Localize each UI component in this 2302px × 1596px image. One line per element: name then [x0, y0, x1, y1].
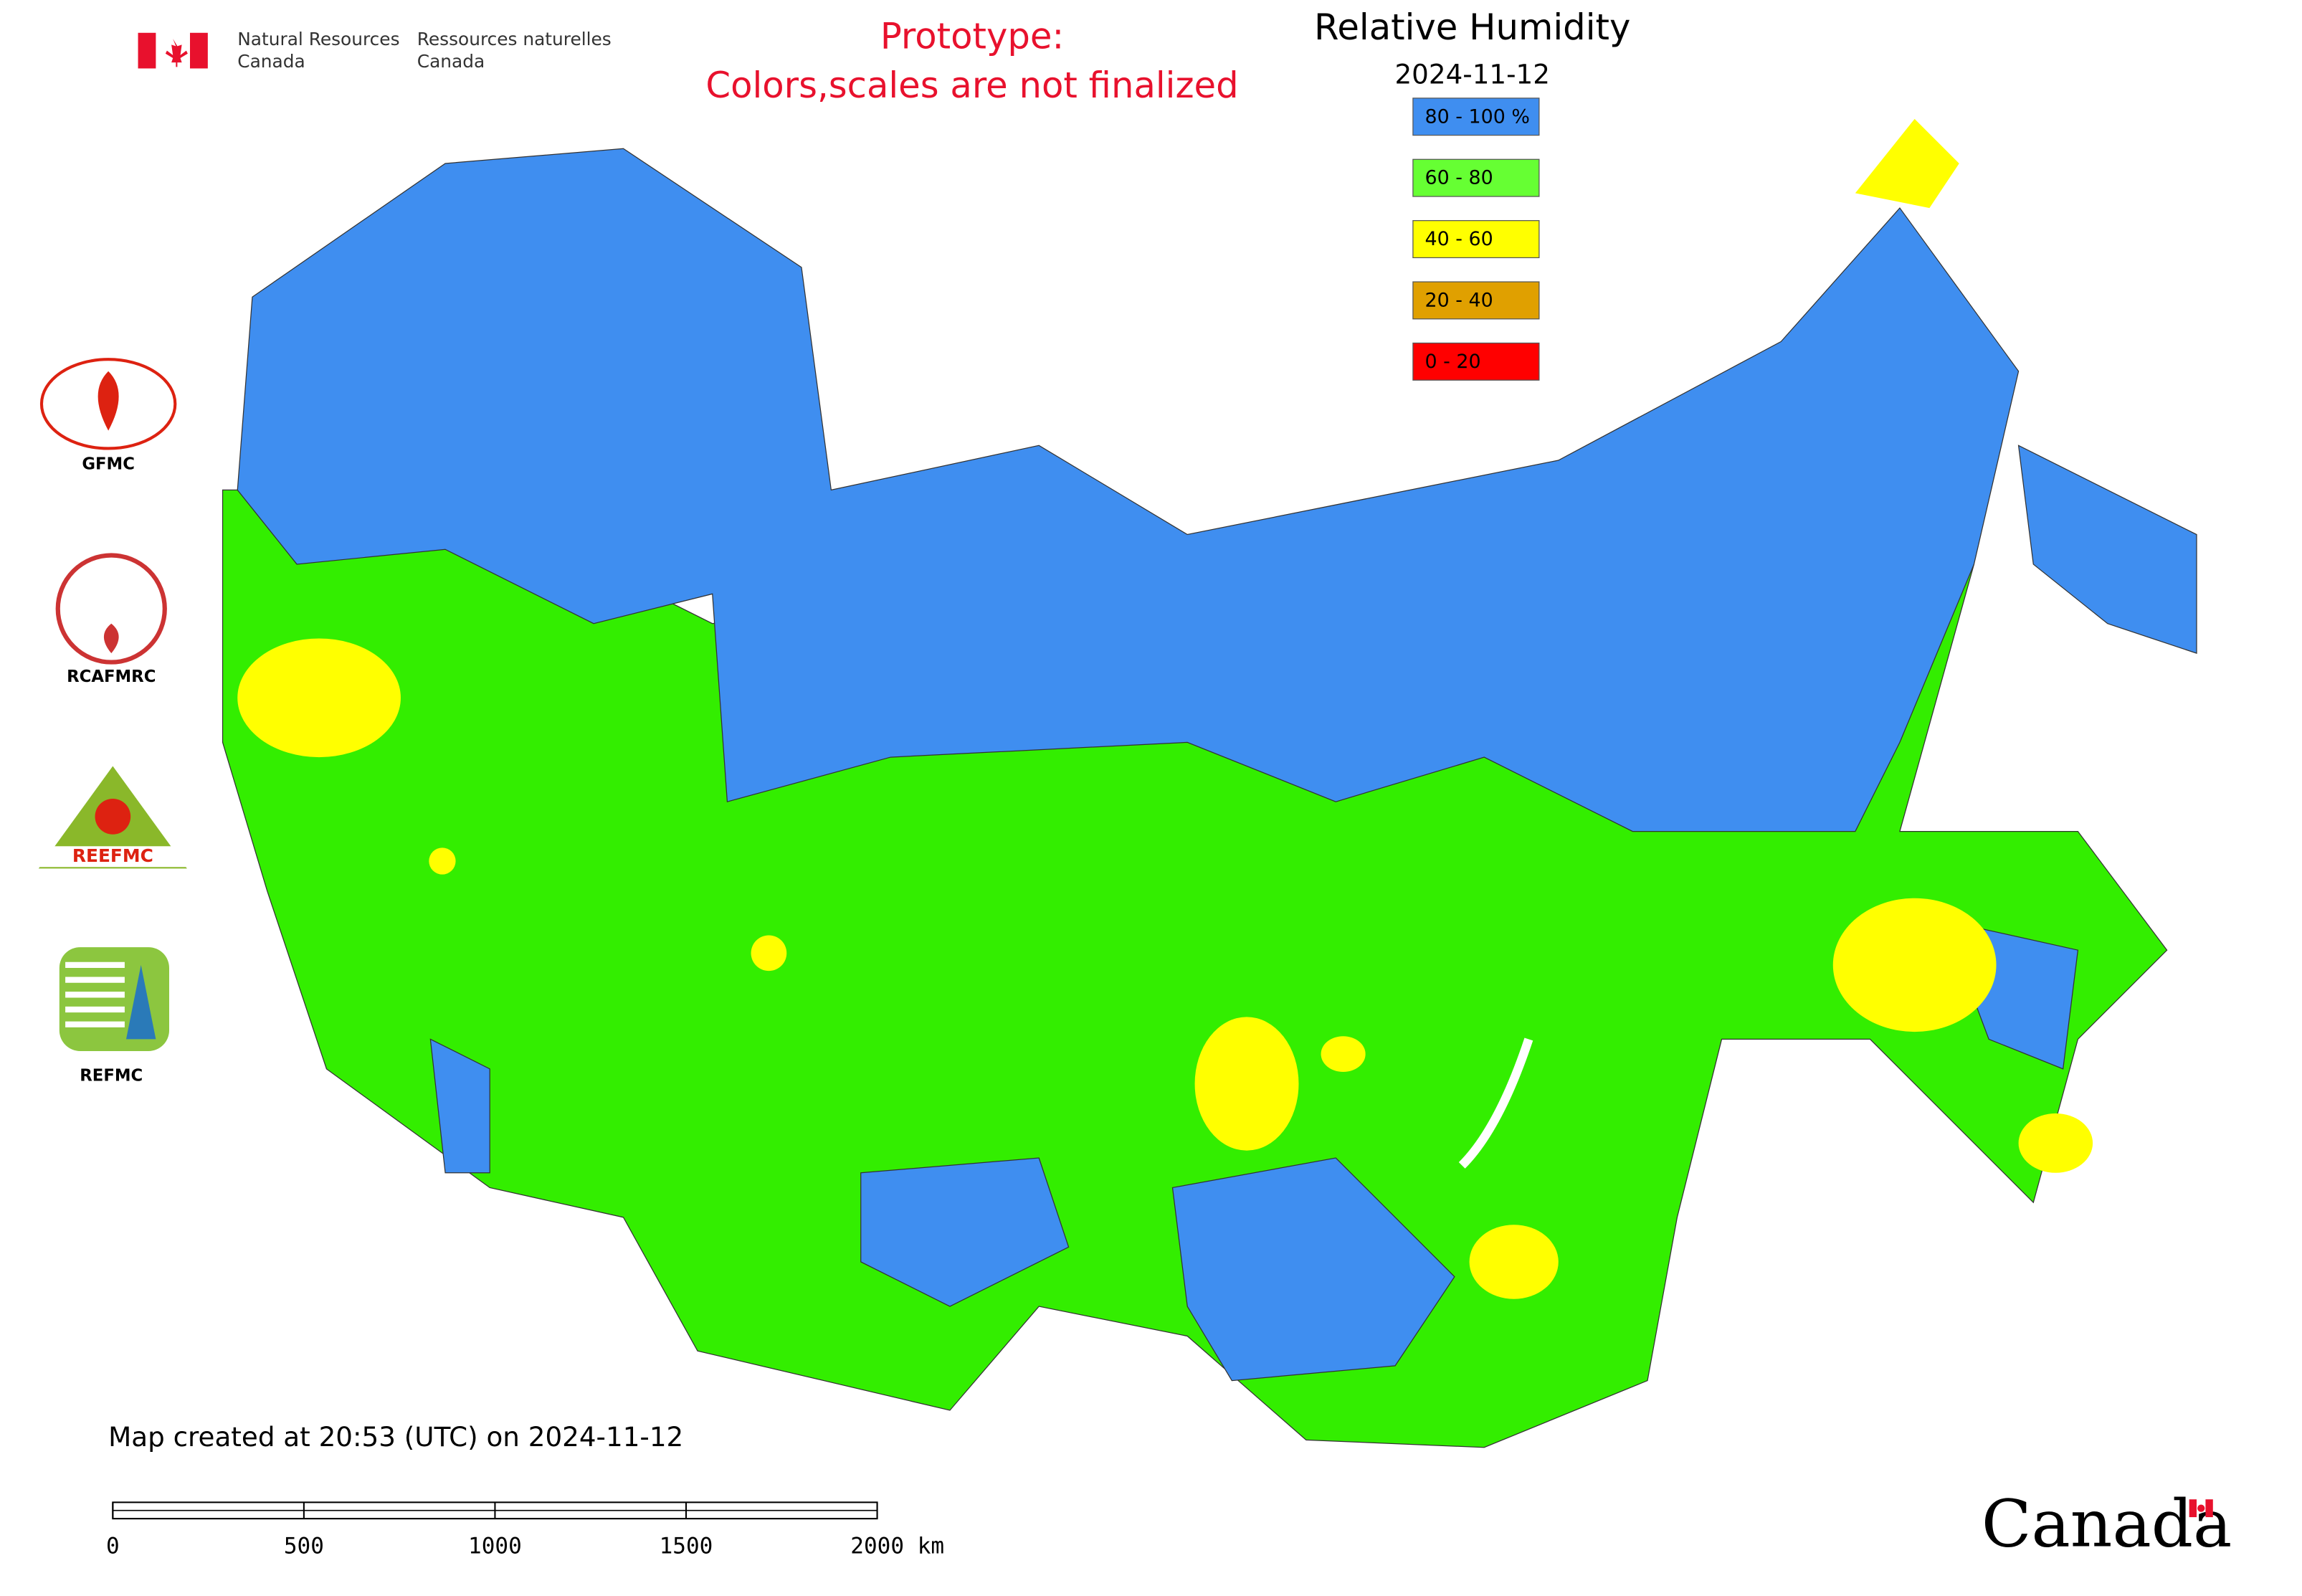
scale-bar: 0 500 1000 1500 2000 km	[106, 1501, 944, 1559]
canada-wordmark: Canada	[1982, 1486, 2232, 1562]
legend-label: 20 - 40	[1425, 289, 1493, 311]
scale-label: 1500	[660, 1533, 713, 1559]
region-blue	[860, 1157, 1070, 1307]
scale-label: 1000	[468, 1533, 522, 1559]
patch-yellow	[1194, 1017, 1299, 1151]
legend-swatch	[1412, 281, 1540, 320]
humidity-patches	[237, 118, 2093, 1299]
logo-label: GFMC	[82, 455, 135, 474]
legend-label: 80 - 100 %	[1425, 105, 1530, 128]
patch-yellow	[429, 847, 456, 875]
scale-label: 500	[284, 1533, 324, 1559]
scale-label: 2000 km	[850, 1533, 944, 1559]
scale-label: 0	[106, 1533, 120, 1559]
logo-label: RCAFMRC	[67, 668, 156, 686]
region-blue	[429, 1038, 490, 1174]
patch-yellow	[1855, 118, 1959, 209]
legend-swatch	[1412, 342, 1540, 381]
legend-label: 40 - 60	[1425, 228, 1493, 250]
department-fr: Ressources naturelles	[417, 29, 612, 49]
notice-line: Colors,scales are not finalized	[705, 65, 1238, 106]
legend-label: 0 - 20	[1425, 351, 1480, 373]
logo-label: REFMC	[80, 1067, 143, 1086]
region-blue	[1171, 1157, 1455, 1382]
lake-baikal	[1458, 1037, 1533, 1169]
land	[222, 148, 2197, 1448]
country-fr: Canada	[417, 51, 485, 72]
patch-yellow	[2018, 1113, 2093, 1173]
department-en: Natural Resources	[237, 29, 399, 49]
region-blue	[2017, 445, 2197, 655]
country-en: Canada	[237, 51, 305, 72]
map-title: Relative Humidity	[1314, 6, 1630, 48]
legend-swatch	[1412, 220, 1540, 259]
logo-refmc	[59, 947, 170, 1051]
logo-gfmc	[39, 358, 177, 450]
patch-yellow	[1832, 898, 1997, 1032]
notice-line: Prototype:	[880, 16, 1064, 57]
legend-label: 60 - 80	[1425, 167, 1493, 189]
created-note: Map created at 20:53 (UTC) on 2024-11-12	[108, 1421, 683, 1453]
logo-reefmc: REEFMC	[38, 766, 187, 869]
legend-swatch	[1412, 158, 1540, 197]
patch-yellow	[237, 638, 401, 758]
patch-yellow	[1469, 1225, 1559, 1299]
logo-text: REEFMC	[72, 845, 153, 866]
canada-flag	[138, 32, 208, 69]
region-blue	[237, 148, 2020, 832]
legend-swatch	[1412, 98, 1540, 136]
map-date: 2024-11-12	[1394, 58, 1549, 90]
logo-rcafmrc	[55, 553, 167, 665]
patch-yellow	[1321, 1036, 1366, 1072]
wordmark-flag	[2189, 1499, 2213, 1518]
patch-yellow	[751, 935, 787, 972]
